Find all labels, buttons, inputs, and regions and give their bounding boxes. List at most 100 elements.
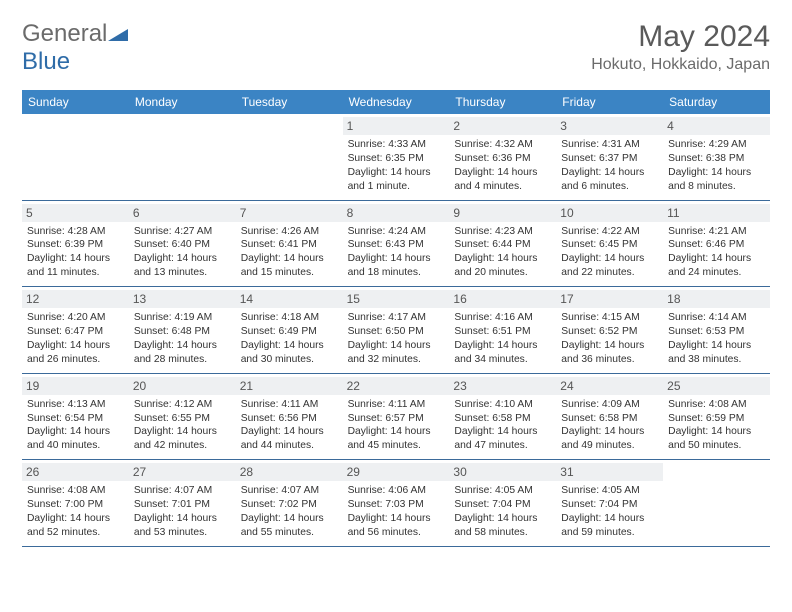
day-header-row: Sunday Monday Tuesday Wednesday Thursday… [22,90,770,114]
sunrise-text: Sunrise: 4:09 AM [561,398,658,412]
sunset-text: Sunset: 6:54 PM [27,412,124,426]
sunrise-text: Sunrise: 4:11 AM [348,398,445,412]
day-number: 20 [129,377,236,395]
sunset-text: Sunset: 6:52 PM [561,325,658,339]
daylight-text: Daylight: 14 hours and 26 minutes. [27,339,124,367]
calendar-cell [236,114,343,200]
sunset-text: Sunset: 6:57 PM [348,412,445,426]
day-number: 17 [556,290,663,308]
sunrise-text: Sunrise: 4:27 AM [134,225,231,239]
sunset-text: Sunset: 6:53 PM [668,325,765,339]
calendar-row: 19Sunrise: 4:13 AMSunset: 6:54 PMDayligh… [22,374,770,461]
calendar-cell: 19Sunrise: 4:13 AMSunset: 6:54 PMDayligh… [22,374,129,460]
day-number: 27 [129,463,236,481]
sunrise-text: Sunrise: 4:29 AM [668,138,765,152]
calendar-cell: 26Sunrise: 4:08 AMSunset: 7:00 PMDayligh… [22,460,129,546]
daylight-text: Daylight: 14 hours and 47 minutes. [454,425,551,453]
daylight-text: Daylight: 14 hours and 15 minutes. [241,252,338,280]
sunset-text: Sunset: 6:40 PM [134,238,231,252]
day-header: Friday [556,90,663,114]
calendar-cell: 5Sunrise: 4:28 AMSunset: 6:39 PMDaylight… [22,201,129,287]
calendar-row: 1Sunrise: 4:33 AMSunset: 6:35 PMDaylight… [22,114,770,201]
calendar-cell: 23Sunrise: 4:10 AMSunset: 6:58 PMDayligh… [449,374,556,460]
day-number: 29 [343,463,450,481]
daylight-text: Daylight: 14 hours and 22 minutes. [561,252,658,280]
calendar-cell: 11Sunrise: 4:21 AMSunset: 6:46 PMDayligh… [663,201,770,287]
sunset-text: Sunset: 7:00 PM [27,498,124,512]
daylight-text: Daylight: 14 hours and 49 minutes. [561,425,658,453]
day-number: 23 [449,377,556,395]
day-header: Thursday [449,90,556,114]
sunrise-text: Sunrise: 4:07 AM [134,484,231,498]
sunrise-text: Sunrise: 4:17 AM [348,311,445,325]
day-number: 11 [663,204,770,222]
sunrise-text: Sunrise: 4:31 AM [561,138,658,152]
day-number: 24 [556,377,663,395]
sunset-text: Sunset: 6:47 PM [27,325,124,339]
sunset-text: Sunset: 6:56 PM [241,412,338,426]
sunrise-text: Sunrise: 4:26 AM [241,225,338,239]
calendar-cell: 13Sunrise: 4:19 AMSunset: 6:48 PMDayligh… [129,287,236,373]
daylight-text: Daylight: 14 hours and 59 minutes. [561,512,658,540]
calendar-cell [663,460,770,546]
calendar-cell: 6Sunrise: 4:27 AMSunset: 6:40 PMDaylight… [129,201,236,287]
sunrise-text: Sunrise: 4:20 AM [27,311,124,325]
day-number: 3 [556,117,663,135]
day-header: Sunday [22,90,129,114]
sunset-text: Sunset: 6:39 PM [27,238,124,252]
calendar-cell: 2Sunrise: 4:32 AMSunset: 6:36 PMDaylight… [449,114,556,200]
sunset-text: Sunset: 6:58 PM [454,412,551,426]
sunset-text: Sunset: 6:41 PM [241,238,338,252]
day-number: 25 [663,377,770,395]
sunset-text: Sunset: 6:35 PM [348,152,445,166]
day-number: 21 [236,377,343,395]
daylight-text: Daylight: 14 hours and 32 minutes. [348,339,445,367]
calendar-cell: 17Sunrise: 4:15 AMSunset: 6:52 PMDayligh… [556,287,663,373]
sunrise-text: Sunrise: 4:14 AM [668,311,765,325]
calendar-cell: 22Sunrise: 4:11 AMSunset: 6:57 PMDayligh… [343,374,450,460]
sunset-text: Sunset: 6:37 PM [561,152,658,166]
sunset-text: Sunset: 7:02 PM [241,498,338,512]
sunset-text: Sunset: 6:44 PM [454,238,551,252]
daylight-text: Daylight: 14 hours and 58 minutes. [454,512,551,540]
daylight-text: Daylight: 14 hours and 6 minutes. [561,166,658,194]
sunrise-text: Sunrise: 4:11 AM [241,398,338,412]
daylight-text: Daylight: 14 hours and 44 minutes. [241,425,338,453]
sunrise-text: Sunrise: 4:32 AM [454,138,551,152]
day-number: 6 [129,204,236,222]
sunrise-text: Sunrise: 4:24 AM [348,225,445,239]
calendar-cell: 29Sunrise: 4:06 AMSunset: 7:03 PMDayligh… [343,460,450,546]
sunrise-text: Sunrise: 4:18 AM [241,311,338,325]
header: GeneralBlue May 2024 Hokuto, Hokkaido, J… [22,20,770,76]
day-header: Wednesday [343,90,450,114]
calendar-cell [22,114,129,200]
sunset-text: Sunset: 7:03 PM [348,498,445,512]
month-title: May 2024 [591,20,770,54]
day-number: 16 [449,290,556,308]
sunset-text: Sunset: 6:58 PM [561,412,658,426]
sunset-text: Sunset: 6:46 PM [668,238,765,252]
sunrise-text: Sunrise: 4:15 AM [561,311,658,325]
daylight-text: Daylight: 14 hours and 24 minutes. [668,252,765,280]
sunrise-text: Sunrise: 4:07 AM [241,484,338,498]
sunrise-text: Sunrise: 4:22 AM [561,225,658,239]
day-header: Tuesday [236,90,343,114]
calendar-cell: 21 Sunrise: 4:11 AMSunset: 6:56 PMDayligh… [236,374,343,460]
day-number: 5 [22,204,129,222]
day-number: 28 [236,463,343,481]
title-block: May 2024 Hokuto, Hokkaido, Japan [591,20,770,74]
day-number: 26 [22,463,129,481]
day-number: 1 [343,117,450,135]
calendar-cell: 20Sunrise: 4:12 AMSunset: 6:55 PMDayligh… [129,374,236,460]
daylight-text: Daylight: 14 hours and 52 minutes. [27,512,124,540]
location: Hokuto, Hokkaido, Japan [591,56,770,74]
daylight-text: Daylight: 14 hours and 20 minutes. [454,252,551,280]
sunset-text: Sunset: 7:04 PM [561,498,658,512]
calendar-cell: 12Sunrise: 4:20 AMSunset: 6:47 PMDayligh… [22,287,129,373]
sunrise-text: Sunrise: 4:12 AM [134,398,231,412]
calendar-cell: 9Sunrise: 4:23 AMSunset: 6:44 PMDaylight… [449,201,556,287]
day-number: 31 [556,463,663,481]
sunrise-text: Sunrise: 4:23 AM [454,225,551,239]
calendar-cell: 28Sunrise: 4:07 AMSunset: 7:02 PMDayligh… [236,460,343,546]
day-number: 7 [236,204,343,222]
